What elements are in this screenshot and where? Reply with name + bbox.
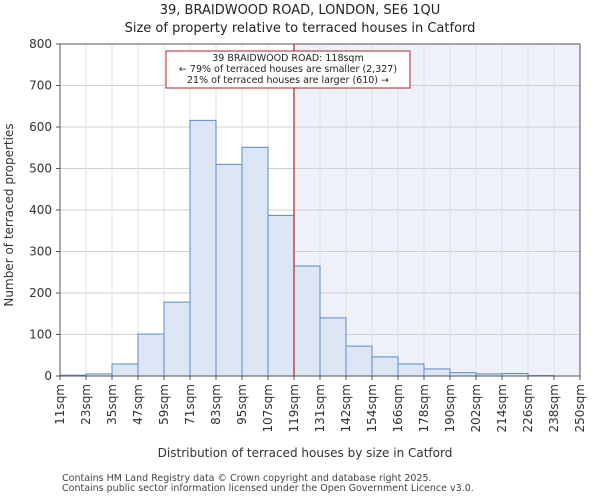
x-tick-label: 95sqm — [235, 384, 249, 425]
bar — [397, 363, 425, 377]
chart-title: 39, BRAIDWOOD ROAD, LONDON, SE6 1QU — [160, 3, 441, 18]
x-tick-label: 35sqm — [105, 384, 119, 425]
x-tick-label: 202sqm — [469, 384, 483, 432]
bar — [111, 363, 139, 377]
x-tick-label: 71sqm — [183, 384, 197, 425]
bar — [189, 119, 217, 377]
x-tick-label: 107sqm — [261, 384, 275, 432]
bar — [345, 345, 373, 377]
footer-attribution-1: Contains HM Land Registry data © Crown c… — [62, 473, 432, 484]
y-axis-label: Number of terraced properties — [2, 123, 16, 306]
bar — [137, 333, 165, 377]
x-tick-label: 238sqm — [547, 384, 561, 432]
x-tick-label: 178sqm — [417, 384, 431, 432]
bar — [241, 146, 269, 377]
x-tick-label: 190sqm — [443, 384, 457, 432]
x-tick-label: 142sqm — [339, 384, 353, 432]
annotation-box — [165, 50, 411, 89]
annotation-line-1: 39 BRAIDWOOD ROAD: 118sqm — [212, 53, 363, 64]
y-tick-label: 0 — [44, 369, 52, 383]
x-tick-label: 23sqm — [79, 384, 93, 425]
y-tick-label: 100 — [29, 328, 52, 342]
y-tick-label: 700 — [29, 79, 52, 93]
y-tick-label: 400 — [29, 203, 52, 217]
bar — [293, 265, 321, 377]
x-tick-label: 47sqm — [131, 384, 145, 425]
x-tick-label: 250sqm — [573, 384, 587, 432]
x-tick-label: 154sqm — [365, 384, 379, 432]
x-tick-label: 11sqm — [53, 384, 67, 425]
bar — [163, 301, 191, 377]
x-tick-label: 59sqm — [157, 384, 171, 425]
x-tick-labels: 11sqm 23sqm 35sqm 47sqm 59sqm 71sqm 83sqm 95sqm… — [53, 376, 587, 432]
chart-subtitle: Size of property relative to terraced ho… — [125, 21, 476, 36]
x-tick-label: 166sqm — [391, 384, 405, 432]
footer-attribution-2: Contains public sector information licen… — [62, 483, 474, 494]
y-tick-label: 300 — [29, 245, 52, 259]
bar — [319, 317, 347, 377]
bar — [215, 163, 243, 377]
x-tick-label: 131sqm — [313, 384, 327, 432]
annotation-line-2: ← 79% of terraced houses are smaller (2,… — [179, 64, 397, 75]
x-tick-label: 83sqm — [209, 384, 223, 425]
x-tick-label: 214sqm — [495, 384, 509, 432]
y-tick-label: 800 — [29, 37, 52, 51]
bar — [371, 356, 399, 377]
annotation-line-3: 21% of terraced houses are larger (610) … — [187, 75, 389, 86]
x-tick-label: 119sqm — [287, 384, 301, 432]
bar — [423, 368, 451, 377]
y-tick-label: 200 — [29, 286, 52, 300]
y-tick-label: 500 — [29, 162, 52, 176]
y-tick-label: 600 — [29, 120, 52, 134]
y-tick-labels: 0 100 200 300 400 500 600 700 800 — [29, 37, 60, 383]
bars — [59, 119, 555, 377]
bar — [267, 214, 295, 377]
x-tick-label: 226sqm — [521, 384, 535, 432]
x-axis-label: Distribution of terraced houses by size … — [158, 446, 453, 460]
